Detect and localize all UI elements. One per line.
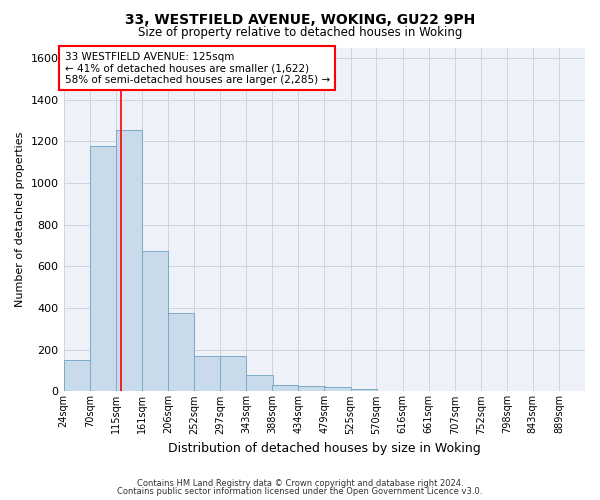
Bar <box>272 385 298 392</box>
Text: Size of property relative to detached houses in Woking: Size of property relative to detached ho… <box>138 26 462 39</box>
Bar <box>142 250 169 392</box>
X-axis label: Distribution of detached houses by size in Woking: Distribution of detached houses by size … <box>168 442 481 455</box>
Bar <box>168 313 194 392</box>
Y-axis label: Number of detached properties: Number of detached properties <box>15 132 25 307</box>
Bar <box>350 390 377 392</box>
Bar <box>64 360 90 392</box>
Bar <box>90 146 116 392</box>
Bar <box>247 374 272 392</box>
Text: Contains HM Land Registry data © Crown copyright and database right 2024.: Contains HM Land Registry data © Crown c… <box>137 478 463 488</box>
Bar <box>194 356 221 392</box>
Text: Contains public sector information licensed under the Open Government Licence v3: Contains public sector information licen… <box>118 487 482 496</box>
Bar <box>220 356 247 392</box>
Text: 33, WESTFIELD AVENUE, WOKING, GU22 9PH: 33, WESTFIELD AVENUE, WOKING, GU22 9PH <box>125 12 475 26</box>
Bar <box>324 387 350 392</box>
Bar <box>116 130 142 392</box>
Bar <box>298 386 325 392</box>
Text: 33 WESTFIELD AVENUE: 125sqm
← 41% of detached houses are smaller (1,622)
58% of : 33 WESTFIELD AVENUE: 125sqm ← 41% of det… <box>65 52 330 85</box>
